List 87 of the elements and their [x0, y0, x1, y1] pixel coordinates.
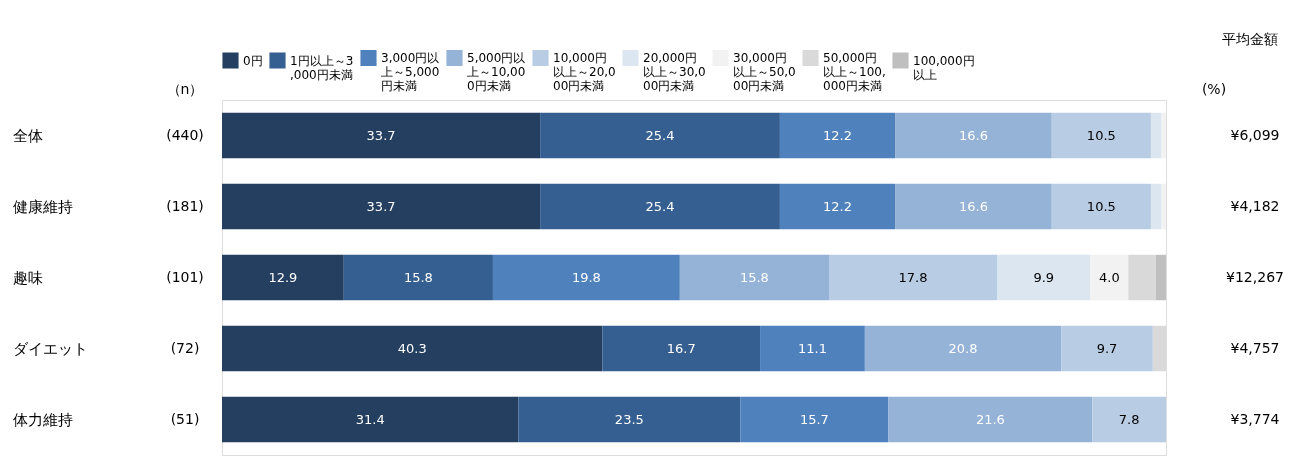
- y-tick-label: 全体: [12, 126, 43, 145]
- bar: [222, 254, 344, 301]
- bar: [997, 254, 1091, 301]
- data-label: 25.4: [645, 198, 675, 214]
- bar: [343, 254, 493, 301]
- y-tick-label: 趣味: [12, 268, 43, 287]
- bar: [779, 112, 896, 159]
- text: (101): [166, 268, 204, 285]
- data-label: 17.8: [898, 269, 928, 285]
- bar: [1128, 254, 1156, 301]
- data-label: 33.7: [366, 127, 396, 143]
- bar: [222, 183, 541, 230]
- text: (181): [166, 197, 204, 214]
- bar: [492, 254, 680, 301]
- text: ¥12,267: [1226, 268, 1284, 285]
- data-label: 16.7: [666, 340, 696, 356]
- bar: [895, 112, 1052, 159]
- text: ¥4,757: [1230, 339, 1280, 356]
- bar: [602, 325, 761, 372]
- legend-label: 20,000円以上～30,000円未満: [643, 51, 706, 93]
- bar: [540, 112, 780, 159]
- text: (51): [170, 410, 200, 427]
- bar: [1092, 396, 1166, 443]
- legend-label: 1円以上～3,000円未満: [290, 53, 354, 82]
- data-label: 15.8: [403, 269, 433, 285]
- data-label: 33.7: [366, 198, 396, 214]
- bar: [679, 254, 829, 301]
- bar: [1061, 325, 1153, 372]
- bar: [1161, 112, 1166, 159]
- data-label: 15.7: [799, 411, 829, 427]
- legend-label: 10,000円以上～20,000円未満: [553, 51, 616, 93]
- bar: [222, 112, 541, 159]
- text: (440): [166, 126, 204, 143]
- bar: [779, 183, 896, 230]
- y-tick-label: 体力維持: [12, 410, 73, 429]
- bar: [828, 254, 998, 301]
- bar: [1150, 112, 1162, 159]
- bar: [540, 183, 780, 230]
- data-label: 40.3: [397, 340, 427, 356]
- text: ¥3,774: [1230, 410, 1280, 427]
- text: (%): [1201, 81, 1227, 97]
- data-label: 12.2: [823, 198, 852, 214]
- bar: [222, 325, 603, 372]
- legend-label: 30,000円以上～50,000円未満: [733, 51, 796, 93]
- legend-label: 3,000円以上～5,000円未満: [381, 51, 440, 93]
- bar: [895, 183, 1052, 230]
- legend-label: 50,000円以上～100,000円未満: [823, 51, 886, 93]
- bar: [1051, 112, 1151, 159]
- bar: [518, 396, 741, 443]
- text: ¥6,099: [1230, 126, 1280, 143]
- data-label: 12.9: [268, 269, 298, 285]
- y-tick-label: 健康維持: [12, 197, 73, 216]
- bar: [760, 325, 865, 372]
- data-label: 11.1: [798, 340, 827, 356]
- data-label: 9.9: [1033, 269, 1055, 285]
- bar: [864, 325, 1062, 372]
- data-label: 23.5: [614, 411, 644, 427]
- bar: [1150, 183, 1162, 230]
- data-label: 20.8: [948, 340, 978, 356]
- bar: [888, 396, 1093, 443]
- data-label: 15.8: [739, 269, 769, 285]
- text: （n）: [166, 81, 204, 97]
- data-label: 31.4: [355, 411, 385, 427]
- data-label: 21.6: [975, 411, 1005, 427]
- bar: [740, 396, 889, 443]
- data-label: 16.6: [958, 198, 988, 214]
- data-label: 7.8: [1118, 411, 1140, 427]
- data-label: 19.8: [571, 269, 601, 285]
- bar: [1051, 183, 1151, 230]
- data-label: 10.5: [1086, 127, 1116, 143]
- bar: [1090, 254, 1129, 301]
- bar: [222, 396, 519, 443]
- legend-label: 5,000円以上～10,000円未満: [467, 51, 526, 93]
- data-label: 16.6: [958, 127, 988, 143]
- data-label: 9.7: [1096, 340, 1118, 356]
- y-tick-label: ダイエット: [12, 339, 88, 358]
- data-label: 25.4: [645, 127, 675, 143]
- text: ¥4,182: [1230, 197, 1280, 214]
- legend-label: 100,000円以上: [913, 53, 975, 82]
- data-label: 4.0: [1099, 269, 1120, 285]
- data-label: 12.2: [823, 127, 852, 143]
- text: 平均金額: [1222, 31, 1278, 47]
- legend-label: 0円: [243, 53, 263, 68]
- bar: [1155, 254, 1166, 301]
- text: (72): [170, 339, 200, 356]
- data-label: 10.5: [1086, 198, 1116, 214]
- bar: [1161, 183, 1166, 230]
